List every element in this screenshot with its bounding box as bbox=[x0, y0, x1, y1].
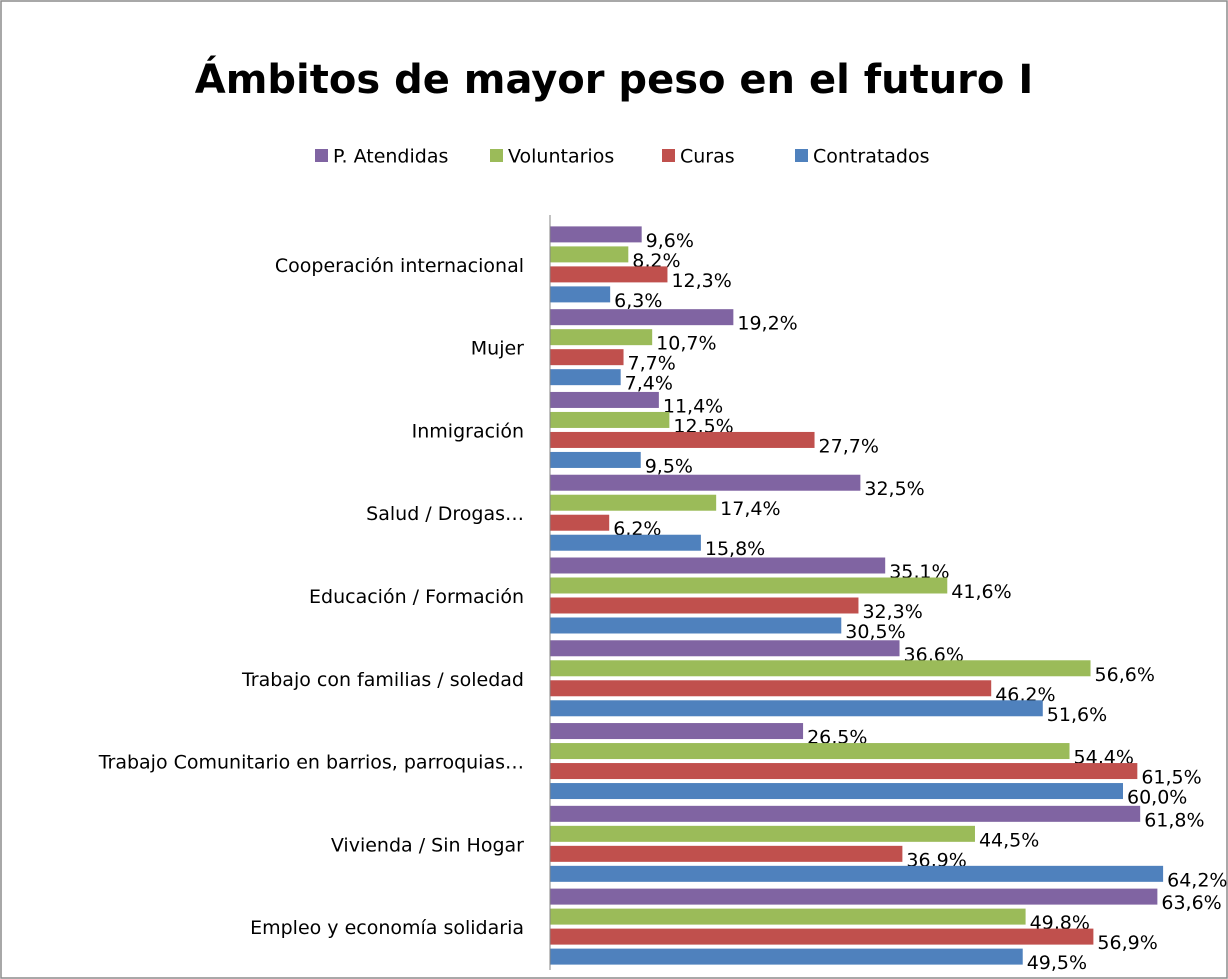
bar bbox=[550, 700, 1043, 717]
bar bbox=[550, 534, 701, 551]
value-label: 49,5% bbox=[1027, 952, 1087, 974]
value-label: 12,3% bbox=[671, 270, 731, 292]
bar bbox=[550, 825, 975, 842]
value-label: 19,2% bbox=[737, 313, 797, 335]
bar bbox=[550, 451, 641, 468]
value-label: 32,3% bbox=[862, 601, 922, 623]
bar bbox=[550, 805, 1141, 822]
bar bbox=[550, 369, 621, 386]
value-label: 15,8% bbox=[705, 538, 765, 560]
y-tick-label: Educación / Formación bbox=[309, 586, 524, 608]
legend-swatch bbox=[315, 149, 328, 162]
legend-label: Voluntarios bbox=[508, 146, 614, 168]
value-label: 9,6% bbox=[646, 230, 694, 252]
value-label: 9,5% bbox=[645, 455, 693, 477]
legend-swatch bbox=[662, 149, 675, 162]
bar bbox=[550, 349, 624, 366]
y-tick-label: Mujer bbox=[471, 338, 524, 360]
value-label: 64,2% bbox=[1167, 869, 1227, 891]
bar bbox=[550, 391, 659, 408]
value-label: 32,5% bbox=[864, 478, 924, 500]
value-label: 7,4% bbox=[625, 373, 673, 395]
bar bbox=[550, 411, 670, 428]
chart-title: Ámbitos de mayor peso en el futuro I bbox=[195, 55, 1033, 103]
bar bbox=[550, 660, 1091, 677]
value-label: 56,9% bbox=[1097, 932, 1157, 954]
bar bbox=[550, 309, 734, 326]
value-label: 44,5% bbox=[979, 829, 1039, 851]
bar bbox=[550, 783, 1123, 800]
value-label: 17,4% bbox=[720, 498, 780, 520]
value-label: 61,8% bbox=[1144, 809, 1204, 831]
value-label: 41,6% bbox=[951, 581, 1011, 603]
bar bbox=[550, 928, 1094, 945]
y-tick-label: Salud / Drogas… bbox=[366, 503, 524, 525]
y-tick-label: Vivienda / Sin Hogar bbox=[331, 834, 524, 856]
bar bbox=[550, 431, 815, 448]
value-label: 60,0% bbox=[1127, 787, 1187, 809]
bar bbox=[550, 743, 1070, 760]
value-label: 10,7% bbox=[656, 333, 716, 355]
value-label: 30,5% bbox=[845, 621, 905, 643]
legend-label: Contratados bbox=[813, 146, 930, 168]
bar bbox=[550, 474, 861, 491]
bar bbox=[550, 514, 610, 531]
value-label: 61,5% bbox=[1141, 767, 1201, 789]
bar bbox=[550, 266, 668, 283]
bar bbox=[550, 865, 1164, 882]
legend-swatch bbox=[795, 149, 808, 162]
y-tick-label: Trabajo Comunitario en barrios, parroqui… bbox=[98, 752, 524, 774]
bar bbox=[550, 763, 1138, 780]
bar bbox=[550, 494, 717, 511]
bar bbox=[550, 908, 1026, 925]
value-label: 7,7% bbox=[628, 353, 676, 375]
bar bbox=[550, 617, 842, 634]
y-tick-label: Inmigración bbox=[412, 420, 524, 442]
legend-label: Curas bbox=[680, 146, 735, 168]
y-tick-label: Cooperación internacional bbox=[275, 255, 524, 277]
bar bbox=[550, 723, 804, 740]
bar bbox=[550, 246, 629, 263]
bar bbox=[550, 226, 642, 243]
y-tick-label: Empleo y economía solidaria bbox=[250, 917, 524, 939]
bar bbox=[550, 557, 886, 574]
value-label: 27,7% bbox=[819, 435, 879, 457]
legend-swatch bbox=[490, 149, 503, 162]
legend-label: P. Atendidas bbox=[333, 146, 448, 168]
bar bbox=[550, 640, 900, 657]
bar bbox=[550, 577, 948, 594]
value-label: 51,6% bbox=[1047, 704, 1107, 726]
value-label: 63,6% bbox=[1161, 892, 1221, 914]
bar bbox=[550, 680, 992, 697]
bar bbox=[550, 329, 653, 346]
bar bbox=[550, 286, 611, 303]
value-label: 56,6% bbox=[1095, 664, 1155, 686]
bar bbox=[550, 845, 903, 862]
bar bbox=[550, 888, 1158, 905]
y-tick-label: Trabajo con familias / soledad bbox=[241, 669, 524, 691]
value-label: 11,4% bbox=[663, 395, 723, 417]
bar bbox=[550, 948, 1023, 965]
bar bbox=[550, 597, 859, 614]
value-label: 6,3% bbox=[614, 290, 662, 312]
